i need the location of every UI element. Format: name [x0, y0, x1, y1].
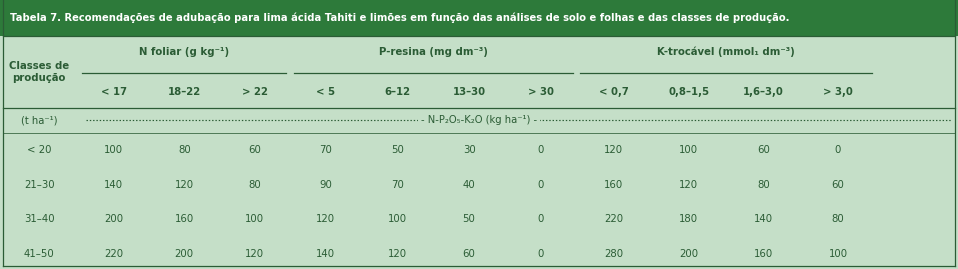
Text: 80: 80: [757, 180, 769, 190]
Text: 120: 120: [174, 180, 194, 190]
Text: 0: 0: [537, 214, 544, 224]
Text: N foliar (g kg⁻¹): N foliar (g kg⁻¹): [139, 47, 229, 57]
Text: < 5: < 5: [316, 87, 335, 97]
Text: 80: 80: [832, 214, 844, 224]
Text: 40: 40: [463, 180, 475, 190]
Text: 180: 180: [679, 214, 698, 224]
Text: 120: 120: [679, 180, 698, 190]
Text: 280: 280: [604, 249, 624, 259]
Text: > 22: > 22: [241, 87, 267, 97]
Text: 0: 0: [537, 249, 544, 259]
Text: K-trocável (mmol₁ dm⁻³): K-trocável (mmol₁ dm⁻³): [657, 47, 795, 57]
Text: Tabela 7. Recomendações de adubação para lima ácida Tahiti e limões em função da: Tabela 7. Recomendações de adubação para…: [10, 13, 789, 23]
Text: 100: 100: [679, 145, 698, 155]
Text: 41–50: 41–50: [24, 249, 55, 259]
FancyBboxPatch shape: [0, 0, 958, 36]
Text: 21–30: 21–30: [24, 180, 55, 190]
Text: 0: 0: [834, 145, 841, 155]
Text: 120: 120: [388, 249, 407, 259]
Text: 50: 50: [391, 145, 404, 155]
Text: - N-P₂O₅-K₂O (kg ha⁻¹) -: - N-P₂O₅-K₂O (kg ha⁻¹) -: [421, 115, 537, 125]
Text: 140: 140: [754, 214, 773, 224]
Text: 90: 90: [319, 180, 332, 190]
Text: < 0,7: < 0,7: [599, 87, 628, 97]
Text: > 3,0: > 3,0: [823, 87, 853, 97]
Text: > 30: > 30: [528, 87, 554, 97]
Text: 60: 60: [463, 249, 475, 259]
Text: 60: 60: [248, 145, 262, 155]
Text: 220: 220: [104, 249, 124, 259]
Text: 100: 100: [245, 214, 264, 224]
Text: 60: 60: [832, 180, 844, 190]
Text: 13–30: 13–30: [452, 87, 486, 97]
Text: < 20: < 20: [27, 145, 52, 155]
Text: P-resina (mg dm⁻³): P-resina (mg dm⁻³): [378, 47, 488, 57]
Text: 31–40: 31–40: [24, 214, 55, 224]
Text: 200: 200: [174, 249, 194, 259]
Text: 18–22: 18–22: [168, 87, 201, 97]
Text: 100: 100: [104, 145, 124, 155]
Text: 6–12: 6–12: [384, 87, 411, 97]
Text: 120: 120: [604, 145, 624, 155]
Text: 80: 80: [178, 145, 191, 155]
Text: 50: 50: [463, 214, 475, 224]
Text: 200: 200: [104, 214, 124, 224]
Text: 0,8–1,5: 0,8–1,5: [668, 87, 709, 97]
Text: 160: 160: [604, 180, 624, 190]
Text: Classes de
produção: Classes de produção: [10, 61, 69, 83]
Text: 120: 120: [316, 214, 335, 224]
Text: 160: 160: [174, 214, 194, 224]
Text: 160: 160: [754, 249, 773, 259]
Text: 120: 120: [245, 249, 264, 259]
Text: 100: 100: [388, 214, 407, 224]
Text: 60: 60: [757, 145, 769, 155]
Text: 30: 30: [463, 145, 475, 155]
Text: 200: 200: [679, 249, 698, 259]
Text: 80: 80: [248, 180, 262, 190]
Text: < 17: < 17: [101, 87, 126, 97]
Text: 140: 140: [316, 249, 335, 259]
Text: 70: 70: [391, 180, 404, 190]
Text: 220: 220: [604, 214, 624, 224]
Text: 100: 100: [829, 249, 848, 259]
Text: 140: 140: [104, 180, 124, 190]
Text: 0: 0: [537, 180, 544, 190]
Text: 1,6–3,0: 1,6–3,0: [742, 87, 784, 97]
Text: 70: 70: [319, 145, 332, 155]
Text: 0: 0: [537, 145, 544, 155]
Text: (t ha⁻¹): (t ha⁻¹): [21, 115, 57, 125]
